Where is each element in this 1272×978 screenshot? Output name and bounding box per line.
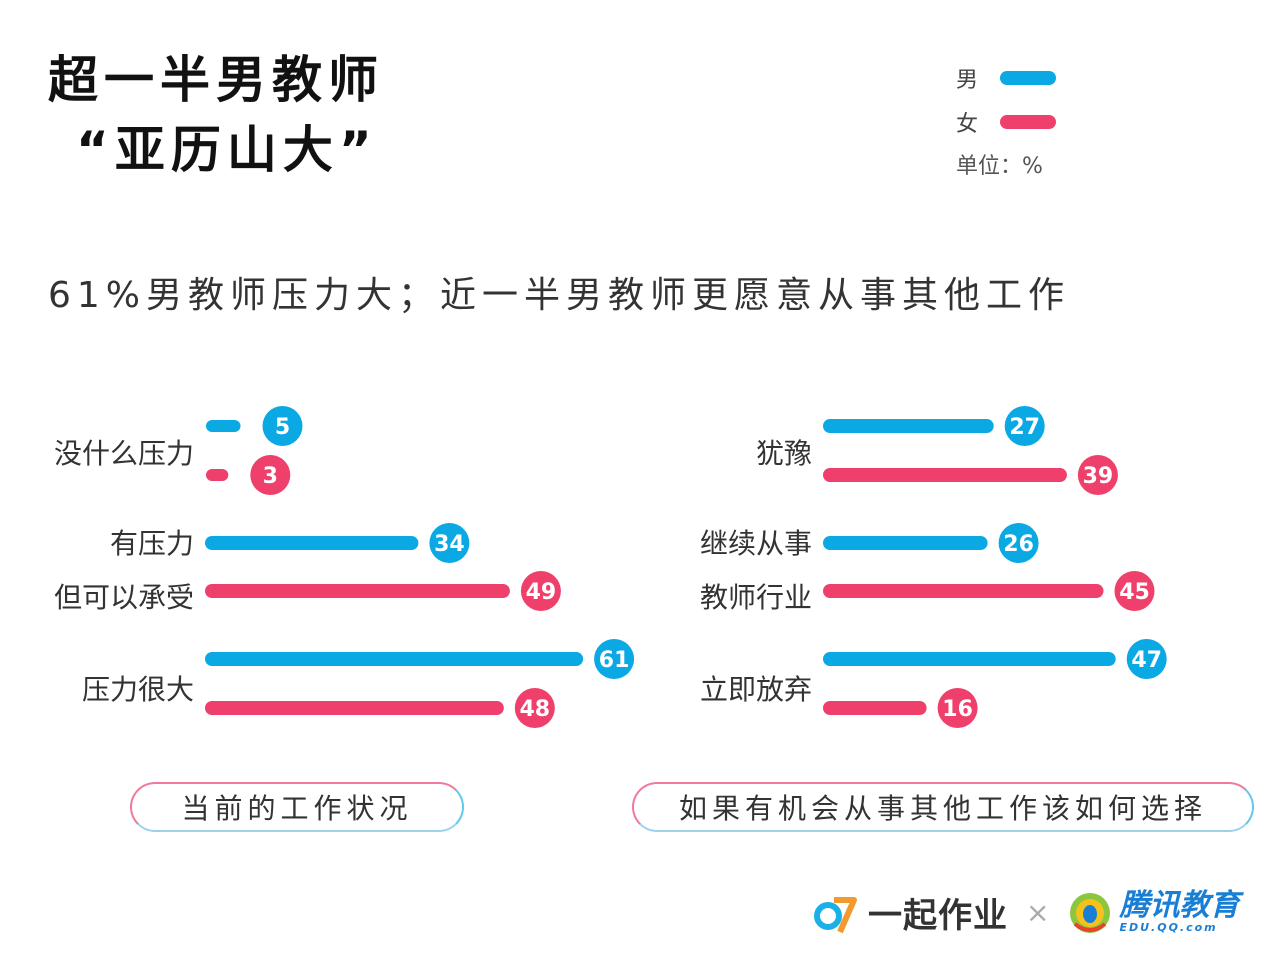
tencent-edu-logo-icon bbox=[1070, 892, 1111, 933]
data-label: 61 bbox=[599, 648, 630, 673]
category-label: 没什么压力 bbox=[53, 437, 194, 470]
data-label: 45 bbox=[1119, 580, 1150, 605]
data-label-badge bbox=[520, 571, 561, 611]
data-label-badge bbox=[1077, 455, 1118, 495]
data-label-badge bbox=[594, 639, 635, 679]
data-label-badge bbox=[262, 406, 303, 446]
brand-separator: × bbox=[1026, 896, 1050, 929]
data-label: 16 bbox=[942, 697, 973, 722]
brand-tencent-edu-name: 腾讯教育 bbox=[1119, 888, 1240, 923]
data-label-badge bbox=[250, 455, 291, 495]
legend-unit: 单位：% bbox=[956, 154, 1043, 179]
data-label-badge bbox=[1114, 571, 1155, 611]
data-label-badge bbox=[1004, 406, 1045, 446]
data-label-badge bbox=[1126, 639, 1167, 679]
data-label: 47 bbox=[1131, 648, 1162, 673]
brand-yiqizuoye: 一起作业 bbox=[868, 896, 1008, 936]
data-label: 5 bbox=[275, 415, 290, 440]
chart-caption-current: 当前的工作状况 bbox=[130, 782, 464, 832]
data-label: 39 bbox=[1083, 464, 1114, 489]
data-label: 34 bbox=[434, 532, 465, 557]
brand-tencent-edu-url: EDU.QQ.com bbox=[1119, 921, 1218, 934]
category-label: 有压力 bbox=[109, 527, 194, 560]
legend-male-label: 男 bbox=[956, 68, 979, 93]
brand-tencent-edu: 腾讯教育 EDU.QQ.com bbox=[1119, 888, 1240, 935]
category-label: 立即放弃 bbox=[699, 673, 812, 706]
category-label: 压力很大 bbox=[81, 673, 194, 706]
main-title-line1: 超一半男教师 bbox=[48, 51, 384, 109]
legend-female: 女 bbox=[956, 106, 1057, 138]
data-label: 3 bbox=[263, 464, 278, 489]
data-label-badge bbox=[429, 523, 470, 563]
category-label: 犹豫 bbox=[755, 437, 812, 470]
legend-male: 男 bbox=[956, 62, 1057, 94]
data-label: 48 bbox=[519, 697, 550, 722]
yiqizuoye-logo-icon bbox=[814, 896, 857, 933]
footer-logos: 一起作业 × 腾讯教育 EDU.QQ.com bbox=[812, 888, 1239, 937]
category-label: 但可以承受 bbox=[53, 581, 194, 614]
legend-female-swatch bbox=[1000, 115, 1057, 129]
data-label-badge bbox=[937, 688, 978, 728]
data-label: 49 bbox=[526, 580, 557, 605]
category-label: 教师行业 bbox=[699, 581, 812, 614]
legend-female-label: 女 bbox=[956, 112, 979, 137]
data-label-badge bbox=[514, 688, 555, 728]
data-label: 26 bbox=[1003, 532, 1034, 557]
main-title-line2: “亚历山大” bbox=[76, 121, 378, 179]
data-label-badge bbox=[998, 523, 1039, 563]
chart-caption-choice: 如果有机会从事其他工作该如何选择 bbox=[632, 782, 1254, 832]
data-label: 27 bbox=[1009, 415, 1040, 440]
subtitle: 61%男教师压力大；近一半男教师更愿意从事其他工作 bbox=[48, 275, 1071, 316]
category-label: 继续从事 bbox=[699, 527, 812, 560]
legend-male-swatch bbox=[1000, 71, 1057, 85]
